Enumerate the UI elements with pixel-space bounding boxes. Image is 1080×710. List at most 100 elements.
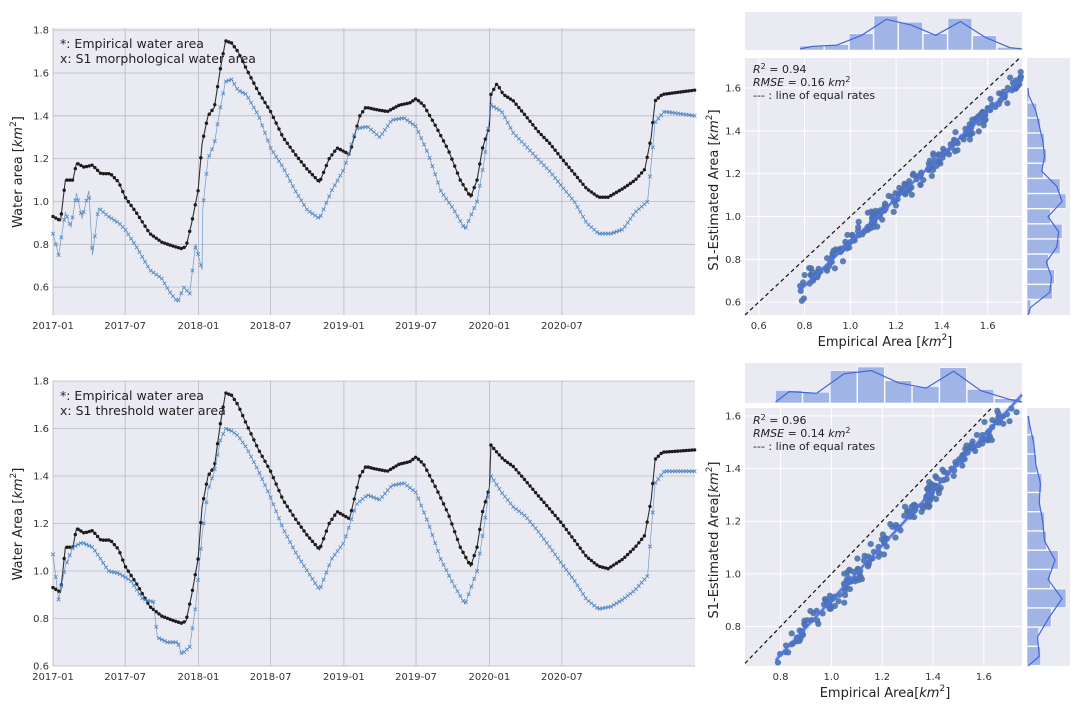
ts1-empirical-point	[190, 217, 195, 221]
ts1-empirical-point	[397, 103, 401, 108]
ts1-empirical-point	[450, 157, 454, 161]
sc2-top-kde	[775, 370, 1023, 403]
ts2-empirical-point	[327, 521, 331, 526]
ts2-s1-point	[293, 550, 298, 555]
ts1-empirical-point	[567, 165, 571, 170]
ts1-s1-point	[134, 245, 139, 250]
sc1-stat-r2: R2 = 0.94	[753, 62, 806, 76]
ts1-s1-point	[140, 254, 145, 259]
ts1-empirical-point	[570, 169, 574, 173]
ts2-empirical-point	[461, 550, 465, 555]
ts1-s1-point	[458, 218, 463, 224]
ts2-s1-point	[50, 552, 56, 557]
ts2-s1-point	[218, 438, 223, 443]
sc1-scatter-point	[920, 176, 927, 184]
ts2-empirical-point	[196, 557, 200, 561]
ts2-s1-point	[516, 509, 521, 514]
ts1-empirical-point	[132, 207, 136, 212]
ts1-empirical-point	[369, 106, 373, 111]
ts1-empirical-point	[296, 156, 301, 161]
ts2-s1-point	[558, 560, 563, 565]
ts1-empirical-point	[425, 108, 429, 113]
ts1-empirical-point	[257, 91, 262, 96]
sc1-scatter-point	[831, 265, 838, 272]
ts1-empirical-point	[104, 171, 108, 176]
ts2-x-ticks: 2017-01 2017-07 2018-01 2018-07 2019-01 2019-…	[32, 672, 583, 683]
ts2-s1-point	[380, 494, 385, 499]
sc1-top-hist-bar	[947, 18, 973, 51]
ts2-s1-point	[659, 473, 664, 478]
ts2-empirical-point	[662, 450, 666, 454]
ts2-s1-point	[488, 473, 494, 479]
ts1-s1-point	[502, 115, 507, 120]
ts1-empirical-point	[268, 109, 273, 114]
ts2-s1-point	[115, 570, 120, 576]
ts2-empirical-point	[692, 448, 697, 452]
ts2-empirical-point	[162, 615, 167, 619]
ts1-s1-point	[653, 119, 658, 124]
sc1-scatter-point	[902, 191, 909, 198]
sc2-stat-r2: R2 = 0.96	[753, 413, 806, 427]
ts2-empirical-point	[656, 454, 661, 458]
ts1-s1-point	[313, 213, 318, 218]
sc2-ytick-label: 1.6	[725, 411, 741, 422]
ts2-s1-point	[64, 560, 70, 565]
ts1-empirical-point	[598, 195, 602, 199]
ts1-empirical-point	[140, 220, 144, 224]
ts1-empirical-point	[229, 41, 234, 45]
ts2-empirical-point	[285, 504, 290, 509]
ts2-empirical-point	[430, 479, 435, 483]
ts2-empirical-point	[227, 392, 231, 396]
ts1-empirical-point	[333, 149, 337, 153]
sc2-right-hist-bar	[1026, 473, 1043, 493]
ts2-empirical-point	[447, 514, 451, 518]
ts1-empirical-point	[313, 175, 317, 180]
ts2-empirical-point	[126, 569, 131, 573]
ts1-s1-point	[123, 227, 128, 233]
ts1-s1-point	[251, 105, 256, 110]
ts1-series	[50, 39, 697, 303]
ts2-ytick-label: 1.2	[33, 519, 49, 530]
ts1-ytick-label: 0.8	[33, 240, 49, 251]
ts2-s1-point	[159, 637, 164, 642]
ts2-s1-point	[449, 579, 454, 584]
ts1-s1-point	[148, 268, 153, 273]
ts2-s1-point	[536, 529, 541, 534]
ts1-s1-point	[405, 118, 410, 123]
ts2-s1-point	[346, 525, 351, 530]
ts2-s1-point	[190, 626, 195, 631]
ts1-empirical-point	[266, 105, 270, 109]
ts2-empirical-point	[508, 462, 513, 467]
ts2-legend-line-1: *: Empirical water area	[60, 388, 204, 403]
ts2-s1-point	[371, 495, 376, 500]
ts1-empirical-point	[330, 153, 334, 157]
sc1-scatter-point	[839, 258, 847, 265]
ts2-s1-point	[237, 436, 242, 441]
ts1-empirical-point	[54, 216, 58, 220]
ts2-s1-point	[474, 568, 480, 574]
ts1-empirical-point	[427, 113, 432, 118]
sc1-ytick-label: 0.8	[725, 255, 741, 266]
sc2-grid	[745, 408, 1022, 666]
ts1-s1-point	[53, 242, 58, 247]
ts2-s1-point	[500, 491, 505, 496]
sc1-scatter-point	[879, 216, 886, 223]
ts2-empirical-point	[528, 484, 532, 488]
ts2-empirical-point	[190, 588, 195, 592]
sc1-regression-line	[799, 77, 1023, 291]
sc1-right-hist-bar	[1026, 254, 1049, 270]
ts1-empirical-point	[338, 147, 343, 152]
sc2-top-hist-bar	[966, 389, 995, 404]
ts1-s1-point	[151, 270, 156, 275]
ts1-s1-point	[159, 276, 164, 281]
ts2-s1-point	[290, 545, 295, 550]
ts2-s1-point	[131, 583, 136, 588]
ts1-empirical-point	[168, 243, 172, 247]
ts1-empirical-point	[441, 139, 446, 143]
ts2-s1-point	[137, 591, 142, 597]
ts2-s1-point	[463, 599, 468, 605]
ts2-s1-point	[402, 481, 407, 486]
ts1-empirical-point	[480, 146, 485, 150]
sc2-scatter-point	[855, 577, 862, 584]
ts1-empirical-point	[466, 192, 471, 196]
